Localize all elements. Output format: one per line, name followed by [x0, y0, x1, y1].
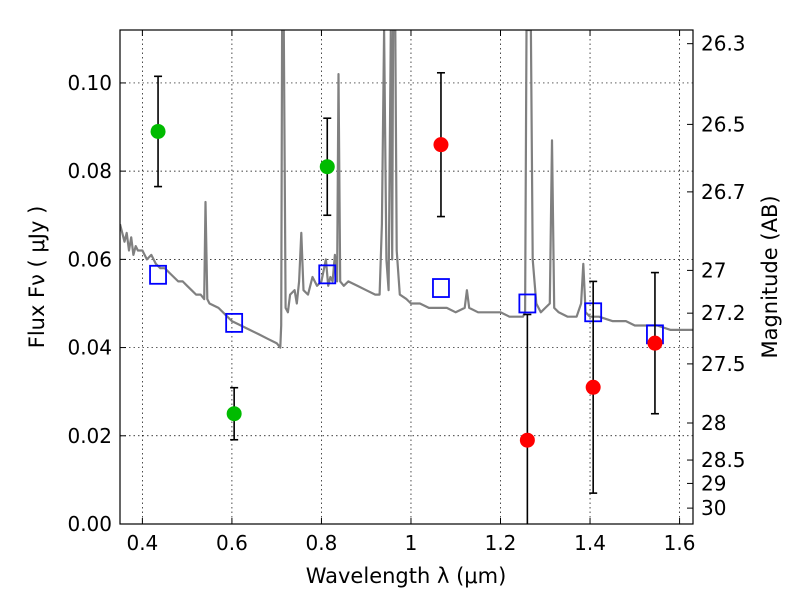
x-tick-label: 0.6 — [216, 531, 248, 555]
axis-ticks: 0.4 0.6 0.8 1 1.2 1.4 1.6 0.00 0.02 0.04 0.06 0.08 0… — [67, 30, 746, 555]
x-tick-label: 1 — [405, 531, 418, 555]
observed-point-red — [647, 335, 663, 351]
y-tick-label: 0.04 — [67, 336, 112, 360]
y-tick-label: 0.08 — [67, 159, 112, 183]
error-bars — [150, 71, 663, 524]
model-flux-box — [432, 278, 450, 298]
y2-axis-label: Magnitude (AB) — [758, 195, 782, 358]
y2-tick-label: 28.5 — [701, 448, 746, 472]
x-tick-label: 1.6 — [664, 531, 696, 555]
model-flux-box — [318, 264, 337, 285]
observed-point-green — [150, 123, 166, 139]
y2-tick-label: 28 — [701, 411, 726, 435]
observed-point-red — [519, 432, 535, 448]
plot-area — [120, 30, 693, 349]
y2-tick-label: 26.5 — [701, 112, 746, 136]
y-tick-label: 0.02 — [67, 424, 112, 448]
y2-tick-label: 26.7 — [701, 180, 746, 204]
spectrum-line — [120, 30, 693, 349]
x-axis-label: Wavelength λ (μm) — [306, 564, 507, 588]
y-axis-label: Flux Fν ( μJy ) — [25, 206, 49, 349]
observed-point-green — [319, 159, 335, 175]
x-tick-label: 0.8 — [306, 531, 338, 555]
model-flux-box — [518, 293, 537, 314]
x-tick-label: 0.4 — [126, 531, 158, 555]
y2-tick-label: 26.3 — [701, 32, 746, 56]
y2-tick-label: 27.5 — [701, 352, 746, 376]
y2-tick-label: 27 — [701, 258, 726, 282]
grid — [120, 30, 693, 525]
observed-point-green — [226, 406, 242, 422]
model-flux-box — [149, 264, 167, 285]
y2-tick-label: 30 — [701, 496, 726, 520]
y-tick-label: 0.10 — [67, 71, 112, 95]
x-tick-label: 1.2 — [485, 531, 517, 555]
observed-point-red — [433, 137, 449, 153]
plot-frame — [119, 29, 694, 525]
y-tick-label: 0.06 — [67, 247, 112, 271]
y-tick-label: 0.00 — [67, 512, 112, 536]
observed-point-red — [585, 379, 601, 395]
y2-tick-label: 27.2 — [701, 301, 746, 325]
model-flux-box — [225, 312, 244, 333]
y2-tick-label: 29 — [701, 471, 726, 495]
x-tick-label: 1.4 — [574, 531, 606, 555]
